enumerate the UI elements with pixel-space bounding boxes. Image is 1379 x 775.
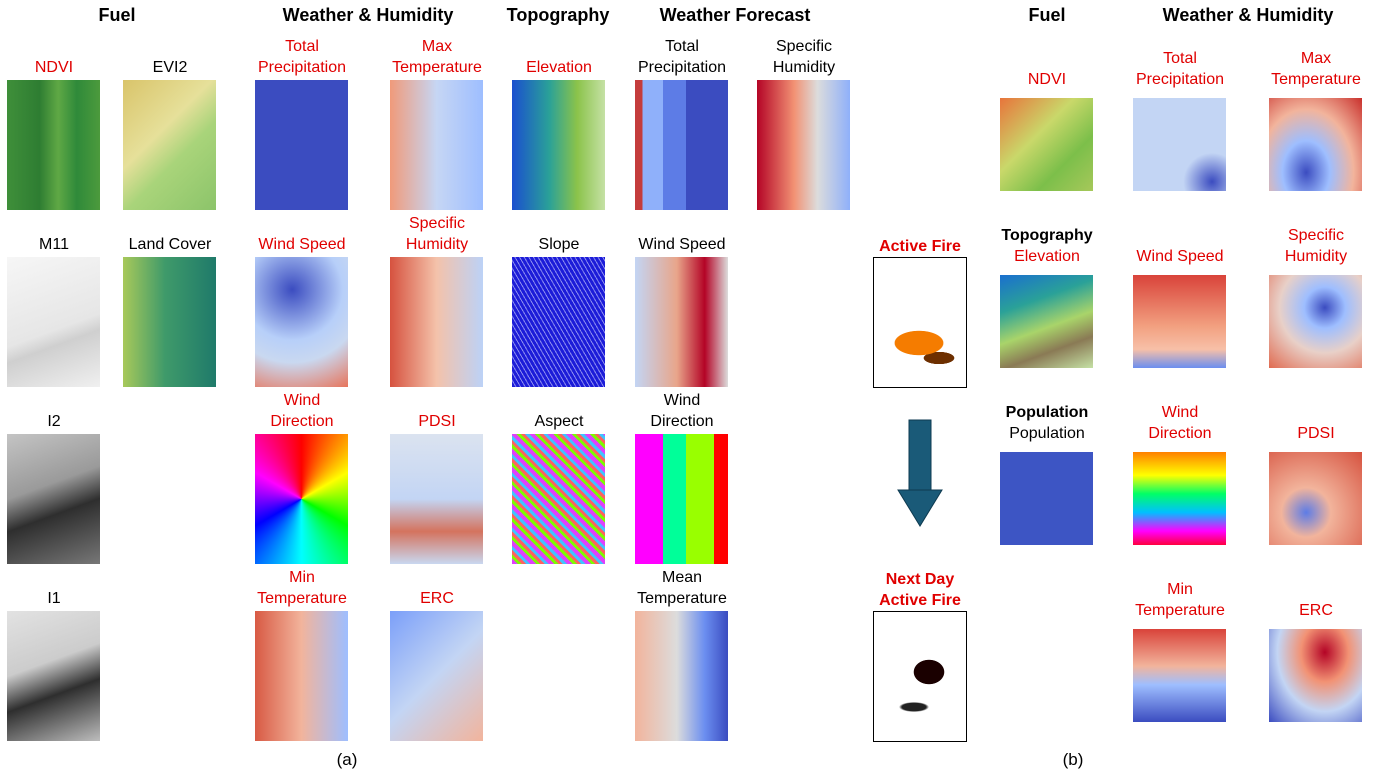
- feature-map: [1133, 98, 1226, 191]
- tile-label: ERC: [1231, 600, 1379, 621]
- feature-map: [512, 80, 605, 210]
- feature-map: [1269, 452, 1362, 545]
- feature-map: [1133, 452, 1226, 545]
- tile-label: Mean Temperature: [597, 567, 767, 609]
- feature-map: [1269, 275, 1362, 368]
- feature-map: [390, 434, 483, 564]
- group-header: Weather & Humidity: [1163, 5, 1334, 26]
- feature-map: [7, 611, 100, 741]
- feature-map: [1000, 275, 1093, 368]
- feature-map: [512, 434, 605, 564]
- feature-map: [757, 80, 850, 210]
- feature-map: [255, 80, 348, 210]
- tile-label: Wind Speed: [597, 234, 767, 255]
- feature-map: [390, 80, 483, 210]
- feature-map: [390, 257, 483, 387]
- group-header: Weather Forecast: [660, 5, 811, 26]
- feature-map: [255, 257, 348, 387]
- tile-label: ERC: [352, 588, 522, 609]
- tile-label: PDSI: [1231, 423, 1379, 444]
- tile-label: Wind Direction: [597, 390, 767, 432]
- group-header: Fuel: [98, 5, 135, 26]
- feature-map: [1000, 98, 1093, 191]
- group-header: Fuel: [1028, 5, 1065, 26]
- feature-map: [635, 257, 728, 387]
- next-day-label: Next Day Active Fire: [835, 569, 1005, 611]
- feature-map: [1000, 452, 1093, 545]
- feature-map: [512, 257, 605, 387]
- feature-map: [635, 80, 728, 210]
- tile-label: Specific Humidity: [719, 36, 889, 78]
- feature-map: [123, 257, 216, 387]
- arrow: [895, 418, 945, 530]
- feature-map: [255, 434, 348, 564]
- tile-label: I1: [0, 588, 139, 609]
- tile-label: Specific Humidity: [1231, 225, 1379, 267]
- group-header: Topography: [507, 5, 610, 26]
- feature-map: [1269, 98, 1362, 191]
- feature-map: [7, 434, 100, 564]
- tile-label: Max Temperature: [1231, 48, 1379, 90]
- feature-map: [7, 80, 100, 210]
- group-header: Weather & Humidity: [283, 5, 454, 26]
- feature-map: [255, 611, 348, 741]
- feature-map: [1133, 275, 1226, 368]
- feature-map: [123, 80, 216, 210]
- figure: Active Fire Next Day Active Fire FuelWea…: [0, 0, 1379, 775]
- feature-map: [1133, 629, 1226, 722]
- feature-map: [635, 434, 728, 564]
- feature-map: [7, 257, 100, 387]
- feature-map: [635, 611, 728, 741]
- active-fire-map: [873, 257, 967, 388]
- feature-map: [1269, 629, 1362, 722]
- tile-label: I2: [0, 411, 139, 432]
- feature-map: [390, 611, 483, 741]
- caption: (a): [337, 750, 358, 770]
- tile-heading: Topography: [962, 225, 1132, 246]
- next-day-fire-map: [873, 611, 967, 742]
- caption: (b): [1063, 750, 1084, 770]
